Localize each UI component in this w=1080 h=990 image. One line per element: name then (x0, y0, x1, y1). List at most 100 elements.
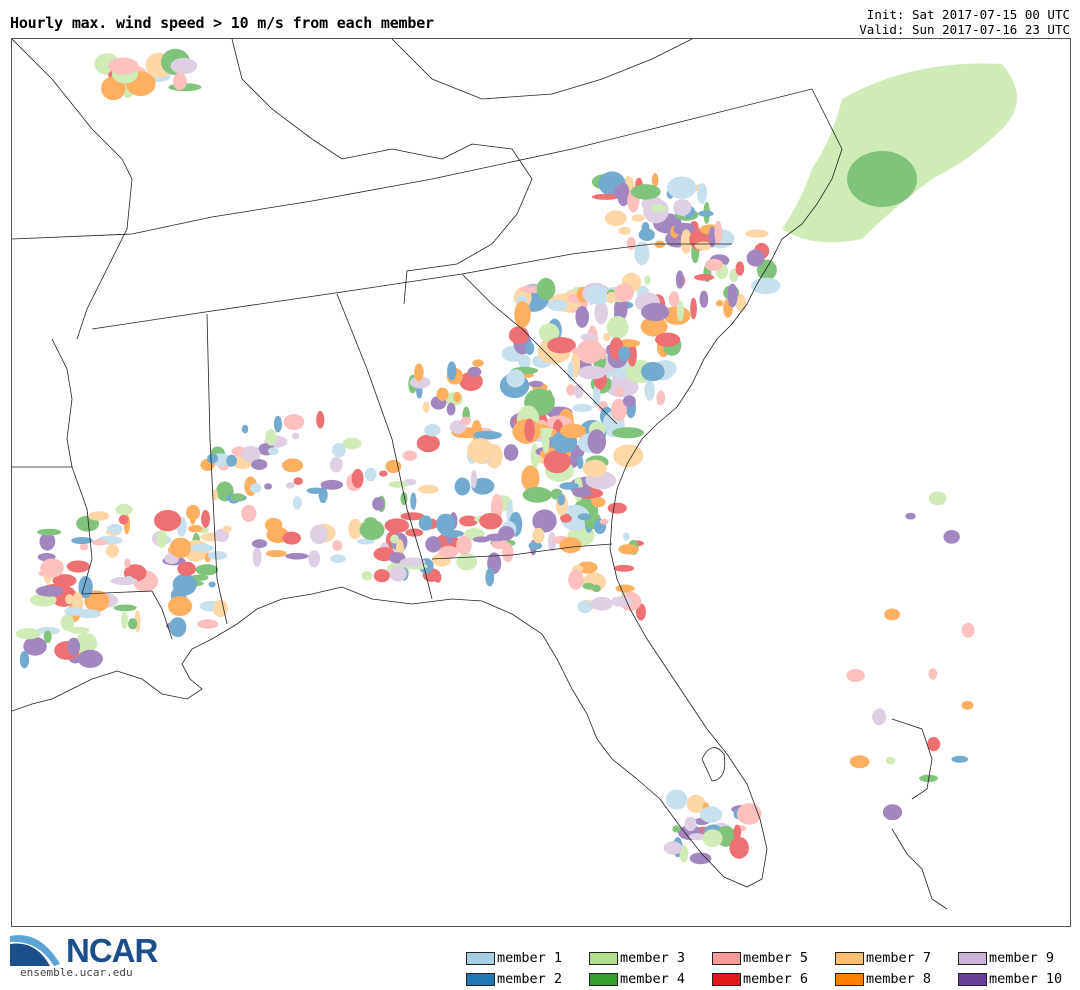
wind-swath (631, 214, 645, 222)
wind-swath (961, 700, 974, 710)
wind-swath (676, 300, 685, 322)
wind-swath (708, 226, 717, 248)
wind-swath (522, 486, 552, 503)
wind-swath (402, 450, 418, 461)
wind-swath (473, 430, 503, 440)
legend-item: member 5 (712, 950, 808, 966)
wind-swath (630, 184, 661, 200)
legend-swatch (466, 951, 495, 965)
wind-swath (207, 550, 228, 560)
wind-swath (536, 277, 556, 301)
wind-swath (436, 513, 456, 535)
wind-swath (673, 199, 692, 216)
wind-swath (29, 593, 57, 607)
logo-url: ensemble.ucar.edu (20, 966, 133, 979)
wind-swath (485, 568, 495, 587)
wind-swath (756, 259, 777, 281)
wind-swath (379, 470, 388, 477)
wind-swath (640, 316, 668, 337)
wind-swath (388, 481, 409, 488)
wind-swath (602, 332, 611, 342)
wind-swath (120, 611, 129, 629)
wind-swath (454, 477, 471, 496)
wind-swath (699, 290, 709, 308)
wind-swath (453, 391, 462, 403)
wind-swath (599, 518, 609, 525)
legend-label: member 6 (743, 971, 809, 987)
wind-swath (66, 560, 90, 573)
wind-swath (373, 569, 390, 583)
wind-swath (577, 600, 593, 614)
wind-swath (115, 503, 133, 516)
legend-item: member 4 (589, 971, 685, 987)
wind-swath (928, 491, 947, 506)
wind-swath (310, 524, 328, 545)
state-border (12, 88, 813, 240)
wind-swath (471, 477, 495, 495)
wind-swath (485, 533, 508, 542)
wind-swath (399, 557, 426, 567)
wind-swath (71, 536, 93, 545)
wind-swath (514, 301, 531, 328)
lake-okeechobee (701, 747, 726, 782)
wind-swath (40, 558, 64, 578)
wind-swath (416, 434, 440, 453)
wind-swath (285, 552, 309, 560)
bahamas (891, 828, 948, 910)
wind-swath (467, 438, 494, 464)
wind-swath (222, 525, 232, 533)
state-border (76, 178, 133, 340)
wind-swath (727, 283, 738, 308)
wind-swath (264, 517, 283, 532)
wind-swath (273, 415, 283, 433)
wind-swath (543, 450, 571, 474)
wind-swath (330, 554, 346, 563)
legend-swatch (712, 951, 741, 965)
wind-swaths (15, 48, 1017, 865)
wind-swath (590, 596, 613, 611)
wind-swath (172, 72, 187, 91)
state-border (391, 39, 693, 100)
wind-swath (226, 454, 237, 467)
wind-swath (230, 493, 245, 502)
wind-swath (348, 518, 363, 540)
wind-swath (241, 424, 249, 434)
wind-swath (607, 502, 627, 514)
wind-swath (436, 387, 449, 401)
wind-swath (418, 515, 433, 531)
state-border (206, 313, 228, 625)
wind-swath (689, 833, 705, 841)
wind-swath (52, 574, 77, 588)
wind-swath (613, 444, 644, 468)
wind-swath (212, 599, 229, 618)
wind-swath (673, 222, 696, 236)
wind-swath (587, 429, 607, 454)
wind-swath (79, 543, 89, 551)
legend-swatch (589, 951, 618, 965)
state-border (431, 543, 613, 560)
valid-time: Valid: Sun 2017-07-16 23 UTC (859, 22, 1070, 37)
wind-swath (285, 482, 295, 489)
wind-swath (961, 622, 975, 638)
wind-swath (567, 361, 574, 382)
wind-swath (613, 564, 635, 572)
wind-swath (641, 362, 665, 382)
legend-item: member 7 (835, 950, 931, 966)
wind-swath (591, 193, 620, 200)
wind-swath (195, 564, 219, 576)
legend-label: member 8 (866, 971, 932, 987)
wind-swath (545, 389, 554, 410)
wind-swath (342, 437, 362, 450)
wind-swath (951, 755, 969, 763)
legend-label: member 9 (989, 950, 1055, 966)
wind-swath (582, 582, 595, 590)
wind-swath (614, 297, 628, 321)
wind-swath (672, 825, 681, 833)
legend-swatch (835, 972, 864, 986)
wind-swath (35, 585, 64, 597)
wind-swath (479, 512, 503, 530)
wind-swath (704, 258, 724, 271)
wind-swath (502, 542, 514, 563)
logo-text: NCAR (66, 932, 158, 969)
wind-swath (606, 291, 616, 304)
